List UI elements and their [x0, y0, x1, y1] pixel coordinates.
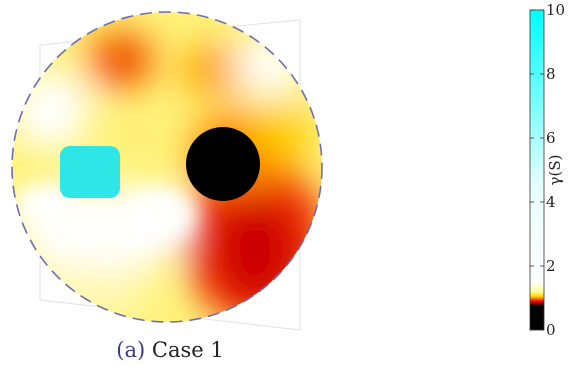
- colorbar: 0 2 4 6 8 10 γ(S): [529, 1, 565, 339]
- colorbar-label: γ(S): [546, 155, 564, 186]
- conductivity-map: [11, 11, 323, 331]
- colorbar-tick-label: 10: [546, 1, 565, 19]
- figure-caption: (a) Case 1: [0, 338, 340, 362]
- colorbar-gradient: [529, 9, 545, 331]
- colorbar-tick-label: 0: [546, 321, 556, 339]
- low-conductivity-inclusion: [186, 127, 260, 201]
- caption-text: Case 1: [151, 338, 224, 362]
- colorbar-tick-label: 6: [546, 129, 556, 147]
- colorbar-tick-label: 2: [546, 257, 556, 275]
- disk-field: [12, 12, 322, 322]
- high-conductivity-inclusion: [60, 146, 120, 198]
- disk-boundary: [11, 11, 323, 323]
- caption-label: (a): [116, 338, 146, 362]
- colorbar-tick-label: 4: [546, 193, 556, 211]
- colorbar-tick-label: 8: [546, 65, 556, 83]
